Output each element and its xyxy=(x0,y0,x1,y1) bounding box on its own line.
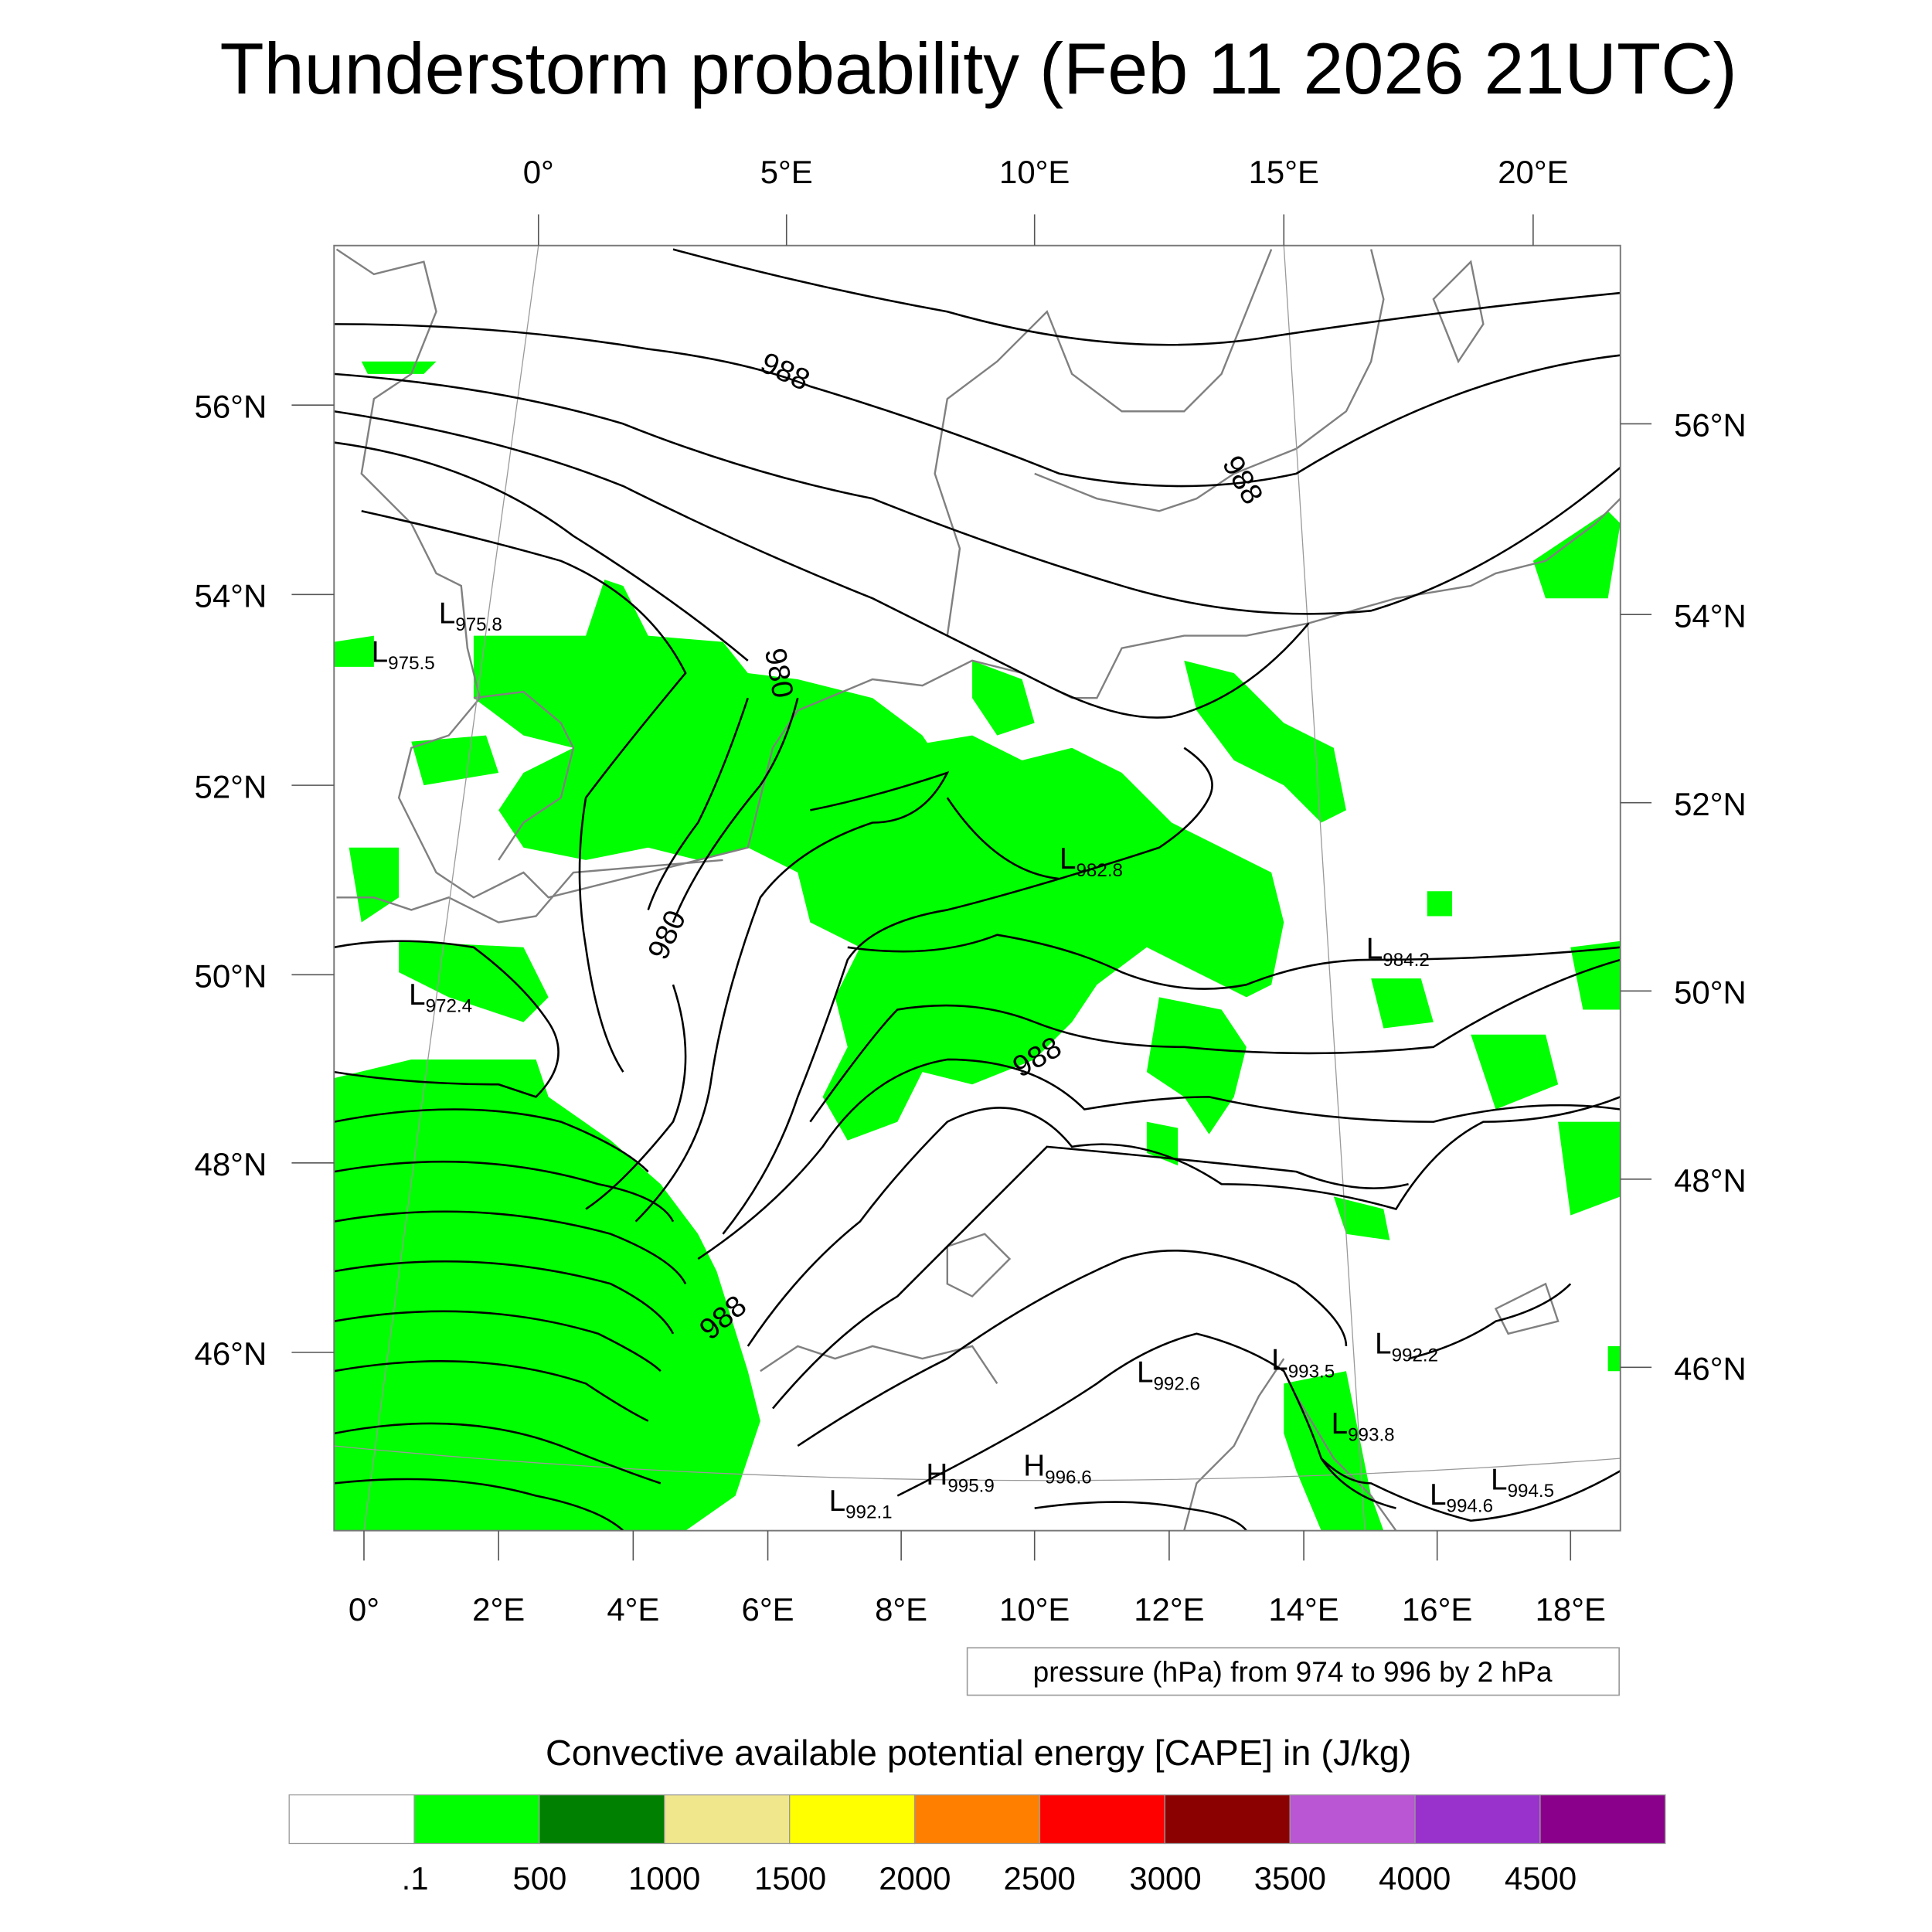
lon-label: 0° xyxy=(349,1591,379,1628)
lat-label: 48°N xyxy=(1674,1162,1747,1199)
lon-label: 20°E xyxy=(1498,154,1568,190)
colorbar-title: Convective available potential energy [C… xyxy=(546,1733,1411,1773)
lat-label: 52°N xyxy=(195,768,267,804)
cape-area-channel xyxy=(399,940,549,1022)
low-center: L993.5 xyxy=(1271,1344,1335,1383)
low-center: L994.5 xyxy=(1491,1463,1554,1502)
colorbar-label: 2500 xyxy=(1004,1860,1076,1896)
colorbar-swatch xyxy=(664,1794,791,1845)
lon-label: 10°E xyxy=(999,1591,1070,1628)
colorbar-swatch xyxy=(1164,1794,1291,1845)
cape-area-central xyxy=(798,735,1284,1141)
cape-area-east-central xyxy=(1146,997,1247,1134)
contour-label: 980 xyxy=(641,906,692,965)
colorbar-labels: .1 500 1000 1500 2000 2500 3000 3500 400… xyxy=(402,1860,1577,1896)
colorbar-label: 3000 xyxy=(1129,1860,1201,1896)
colorbar-swatch xyxy=(413,1794,540,1845)
colorbar-swatch xyxy=(913,1794,1041,1845)
lon-label: 6°E xyxy=(742,1591,794,1628)
colorbar-label: .1 xyxy=(402,1860,429,1896)
coastlines xyxy=(335,248,1621,1531)
graticule xyxy=(334,245,1621,1531)
cape-area-east-2 xyxy=(1146,511,1621,1240)
axis-ticks xyxy=(291,214,1652,1561)
cape-area-east-1 xyxy=(1371,940,1621,1216)
cape-area-uk-north xyxy=(334,361,499,786)
low-center: L992.2 xyxy=(1375,1328,1438,1366)
contour-label: 988 xyxy=(756,346,815,397)
lat-label: 56°N xyxy=(1674,407,1747,444)
contour-label: 980 xyxy=(758,646,800,701)
colorbar-swatch xyxy=(1289,1794,1416,1845)
cape-area-adriatic xyxy=(1284,1371,1384,1531)
lat-label: 52°N xyxy=(1674,786,1747,822)
colorbar-swatch xyxy=(1414,1794,1541,1845)
contour-info-text: pressure (hPa) from 974 to 996 by 2 hPa xyxy=(1033,1655,1553,1688)
lon-label: 18°E xyxy=(1536,1591,1606,1628)
contour-info-box: pressure (hPa) from 974 to 996 by 2 hPa xyxy=(966,1647,1620,1696)
low-center: L975.5 xyxy=(372,635,435,674)
low-center: L975.8 xyxy=(439,597,502,635)
lat-label: 48°N xyxy=(195,1146,267,1182)
colorbar: Convective available potential energy [C… xyxy=(288,1733,1666,1896)
colorbar-label: 1000 xyxy=(628,1860,700,1896)
lat-label: 46°N xyxy=(195,1335,267,1372)
lat-label: 56°N xyxy=(195,388,267,424)
colorbar-swatch xyxy=(1039,1794,1165,1845)
colorbar-label: 4500 xyxy=(1505,1860,1577,1896)
lon-label: 16°E xyxy=(1402,1591,1472,1628)
colorbar-label: 500 xyxy=(512,1860,566,1896)
map-frame xyxy=(333,244,1621,1532)
low-center: L992.6 xyxy=(1137,1356,1200,1395)
colorbar-swatch xyxy=(539,1794,665,1845)
pressure-centers: L975.8 L975.5 L972.4 L982.8 L984.2 L992.… xyxy=(372,597,1554,1522)
colorbar-swatch xyxy=(789,1794,916,1845)
lon-label: 10°E xyxy=(999,154,1070,190)
low-center: L993.8 xyxy=(1332,1407,1395,1446)
low-center: L984.2 xyxy=(1366,932,1430,971)
map-panel: 988 988 980 980 988 988 L975.8 L975.5 L9… xyxy=(333,244,1621,1532)
lon-label: 4°E xyxy=(607,1591,659,1628)
colorbar-label: 3500 xyxy=(1254,1860,1326,1896)
lon-label: 14°E xyxy=(1268,1591,1338,1628)
lon-label: 15°E xyxy=(1249,154,1319,190)
bottom-longitude-labels: 0° 2°E 4°E 6°E 8°E 10°E 12°E 14°E 16°E 1… xyxy=(349,1591,1606,1628)
map-title: Thunderstorm probability (Feb 11 2026 21… xyxy=(219,28,1736,109)
high-center: H995.9 xyxy=(926,1458,994,1497)
low-center: L994.6 xyxy=(1430,1478,1493,1517)
right-latitude-labels: 56°N 54°N 52°N 50°N 48°N 46°N xyxy=(1674,407,1747,1387)
top-longitude-labels: 0° 5°E 10°E 15°E 20°E xyxy=(523,154,1569,190)
lat-label: 50°N xyxy=(1674,974,1747,1010)
lat-label: 54°N xyxy=(1674,597,1747,634)
colorbar-boxes xyxy=(288,1794,1666,1845)
colorbar-label: 1500 xyxy=(754,1860,826,1896)
lon-label: 12°E xyxy=(1134,1591,1204,1628)
lon-label: 5°E xyxy=(760,154,813,190)
lat-label: 50°N xyxy=(195,957,267,994)
pressure-contours xyxy=(334,248,1621,1531)
colorbar-label: 4000 xyxy=(1379,1860,1451,1896)
contour-label: 988 xyxy=(1216,450,1270,509)
lon-label: 2°E xyxy=(472,1591,525,1628)
left-latitude-labels: 56°N 54°N 52°N 50°N 48°N 46°N xyxy=(195,388,267,1372)
cape-area-west-wedge xyxy=(334,1059,760,1531)
lon-label: 0° xyxy=(523,154,554,190)
cape-area-uk-south xyxy=(349,847,400,923)
low-center: L972.4 xyxy=(409,978,472,1017)
colorbar-swatch xyxy=(288,1794,415,1845)
colorbar-label: 2000 xyxy=(879,1860,951,1896)
high-center: H996.6 xyxy=(1023,1450,1091,1488)
low-center: L982.8 xyxy=(1060,842,1123,881)
cape-area-poland xyxy=(1184,660,1346,823)
low-center: L992.1 xyxy=(829,1485,893,1523)
lat-label: 54°N xyxy=(195,577,267,614)
colorbar-swatch xyxy=(1539,1794,1666,1845)
lon-label: 8°E xyxy=(875,1591,927,1628)
lat-label: 46°N xyxy=(1674,1350,1747,1386)
